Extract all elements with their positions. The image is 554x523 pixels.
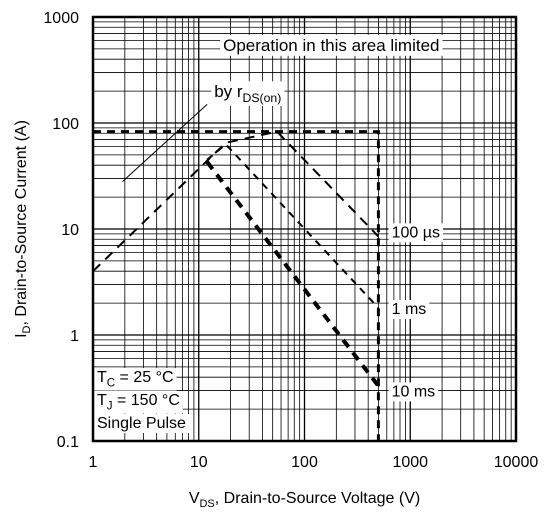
x-tick-label: 1000 bbox=[392, 454, 428, 471]
x-axis-title: VDS, Drain-to-Source Voltage (V) bbox=[189, 490, 420, 510]
condition-tj-text: TJ = 150 °C bbox=[97, 392, 180, 412]
series-label-2: 1 ms bbox=[388, 299, 430, 319]
condition-tj-bg bbox=[94, 391, 183, 414]
series-line-4 bbox=[93, 130, 380, 441]
condition-tj: TJ = 150 °C bbox=[94, 391, 183, 414]
x-tick-label: 100 bbox=[291, 454, 318, 471]
annotation-line-2-text: by rDS(on) bbox=[214, 82, 281, 105]
condition-tc-bg bbox=[94, 368, 177, 391]
annotation-line-2-bg bbox=[211, 81, 285, 106]
y-axis-title-main: I bbox=[13, 333, 30, 337]
x-tick-label: 10 bbox=[190, 454, 208, 471]
series-line-1 bbox=[92, 130, 380, 272]
condition-pulse-bg bbox=[94, 414, 190, 433]
series-label-1: 100 µs bbox=[388, 223, 443, 243]
annotation-pointer-line bbox=[122, 103, 208, 182]
y-tick-label: 10 bbox=[61, 222, 79, 239]
annotation-line-2: by rDS(on) bbox=[211, 81, 285, 106]
tick-labels: 1 10 100 1000 10000 0.1 1 10 100 1000 bbox=[43, 10, 538, 471]
series-label-3-text: 10 ms bbox=[392, 383, 436, 400]
series-label-1-text: 100 µs bbox=[392, 224, 440, 241]
y-tick-label: 0.1 bbox=[57, 434, 79, 451]
x-axis-title-main: V bbox=[189, 490, 200, 507]
series-line-3 bbox=[205, 160, 380, 388]
plot-frame bbox=[91, 15, 518, 443]
y-tick-label: 1000 bbox=[43, 10, 79, 27]
annotation-line-1-bg bbox=[220, 34, 443, 56]
x-axis-title-sub: DS bbox=[199, 498, 214, 510]
condition-pulse-text: Single Pulse bbox=[97, 415, 186, 432]
condition-tc: TC = 25 °C bbox=[94, 368, 177, 391]
annotation-line-1: Operation in this area limited bbox=[220, 34, 443, 56]
condition-tc-text: TC = 25 °C bbox=[97, 369, 174, 389]
y-axis-title: ID, Drain-to-Source Current (A) bbox=[13, 120, 33, 338]
annotation-line-1-text: Operation in this area limited bbox=[223, 36, 439, 55]
condition-pulse: Single Pulse bbox=[94, 414, 190, 433]
label-layer: Operation in this area limited by rDS(on)… bbox=[94, 34, 443, 433]
series-label-3-bg bbox=[388, 382, 439, 402]
series-label-1-bg bbox=[388, 223, 443, 243]
series-label-2-text: 1 ms bbox=[392, 301, 427, 318]
x-tick-label: 1 bbox=[89, 454, 98, 471]
y-tick-label: 100 bbox=[52, 116, 79, 133]
x-tick-label: 10000 bbox=[494, 454, 539, 471]
series-label-3: 10 ms bbox=[388, 382, 439, 402]
series-line-2 bbox=[206, 142, 380, 309]
annotation-pointer bbox=[122, 103, 208, 182]
x-axis-title-rest: , Drain-to-Source Voltage (V) bbox=[215, 490, 420, 507]
y-tick-label: 1 bbox=[70, 328, 79, 345]
y-axis-title-sub: D bbox=[21, 325, 33, 333]
series-label-2-bg bbox=[388, 299, 430, 319]
y-axis-title-rest: , Drain-to-Source Current (A) bbox=[13, 120, 30, 325]
series-layer bbox=[92, 130, 380, 441]
